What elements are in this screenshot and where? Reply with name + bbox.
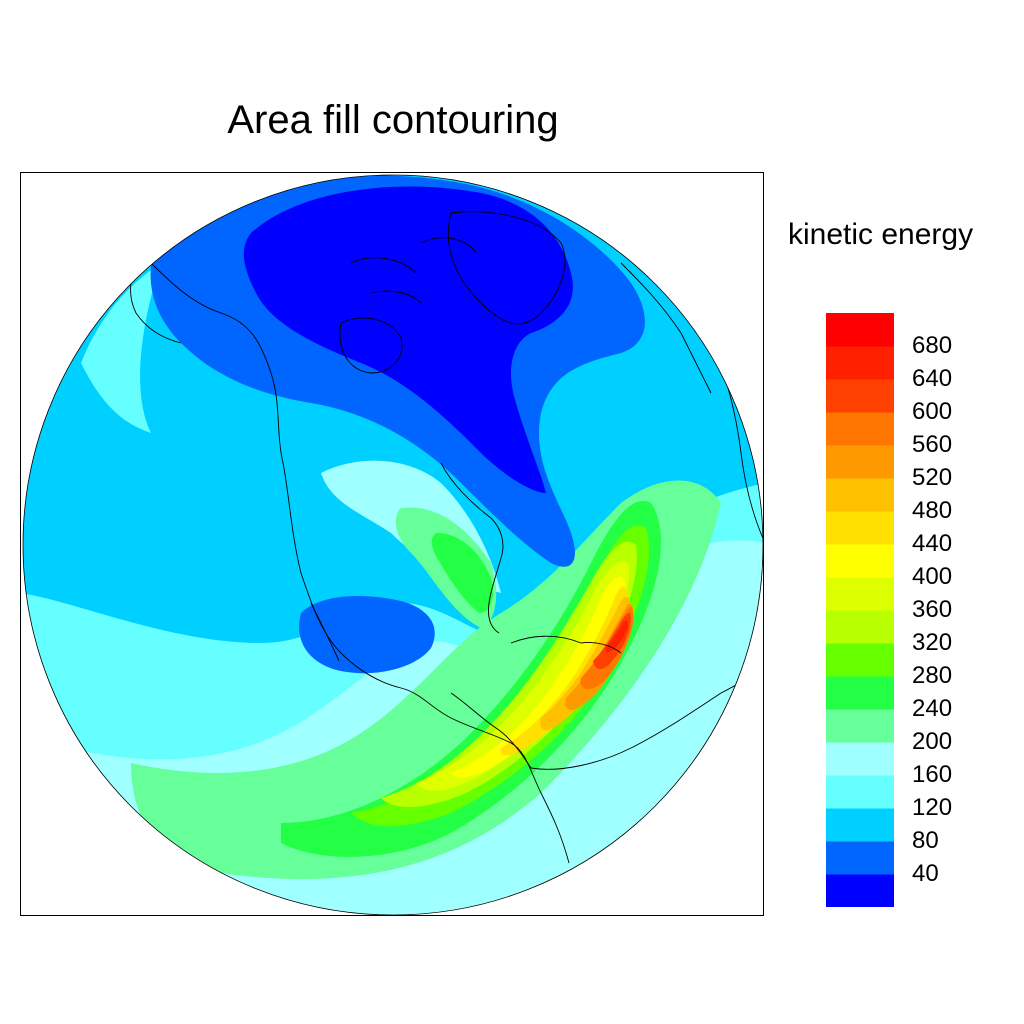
colorbar-swatch-2 bbox=[826, 808, 894, 842]
colorbar-tick-label: 560 bbox=[912, 431, 953, 458]
colorbar-tick-label: 80 bbox=[912, 827, 939, 854]
colorbar-swatch-10 bbox=[826, 544, 894, 578]
coastline-baja bbox=[310, 602, 340, 662]
colorbar-tick-label: 600 bbox=[912, 398, 953, 425]
colorbar-swatch-6 bbox=[826, 676, 894, 710]
colorbar-svg bbox=[826, 313, 894, 908]
colorbar-tick-label: 40 bbox=[912, 860, 939, 887]
contour-band-640 bbox=[605, 620, 628, 653]
contour-band-0 bbox=[243, 186, 573, 493]
colorbar-swatch-5 bbox=[826, 709, 894, 743]
contour-band-240-east-us bbox=[431, 533, 493, 613]
contour-band-440 bbox=[500, 586, 627, 756]
coastline-europe bbox=[620, 262, 712, 394]
colorbar-tick-label: 680 bbox=[912, 332, 953, 359]
legend-title: kinetic energy bbox=[788, 218, 974, 251]
colorbar-tick-label: 320 bbox=[912, 629, 953, 656]
colorbar-swatch-14 bbox=[826, 412, 894, 446]
contour-band-480 bbox=[540, 596, 631, 731]
colorbar-swatch-8 bbox=[826, 610, 894, 644]
coastline-greenland bbox=[447, 211, 566, 325]
coastline-east-us bbox=[440, 462, 504, 634]
colorbar-swatch-13 bbox=[826, 445, 894, 479]
contour-band-200 bbox=[131, 480, 721, 880]
colorbar-tick-label: 480 bbox=[912, 497, 953, 524]
colorbar-tick-label: 240 bbox=[912, 695, 953, 722]
colorbar-tick-label: 400 bbox=[912, 563, 953, 590]
contour-band-40-mexico bbox=[299, 596, 435, 674]
coastline-central-america bbox=[450, 692, 532, 769]
coastline-arctic-islands bbox=[350, 237, 477, 304]
colorbar-swatch-7 bbox=[826, 643, 894, 677]
coastline-cuba bbox=[510, 635, 582, 644]
contour-fill-layer bbox=[23, 175, 763, 915]
colorbar-swatch-1 bbox=[826, 841, 894, 875]
colorbar-swatch-4 bbox=[826, 742, 894, 776]
colorbar-tick-label: 440 bbox=[912, 530, 953, 557]
colorbar-tick-label: 280 bbox=[912, 662, 953, 689]
colorbar-tick-label: 120 bbox=[912, 794, 953, 821]
colorbar-swatch-9 bbox=[826, 577, 894, 611]
colorbar-swatch-0 bbox=[826, 874, 894, 908]
coastline-hispaniola bbox=[580, 642, 622, 654]
colorbar-tick-label: 520 bbox=[912, 464, 953, 491]
colorbar-swatch-17 bbox=[826, 313, 894, 347]
colorbar-swatch-3 bbox=[826, 775, 894, 809]
map-panel bbox=[20, 172, 764, 916]
plot-title: Area fill contouring bbox=[227, 98, 559, 142]
colorbar bbox=[826, 313, 894, 908]
colorbar-swatch-16 bbox=[826, 346, 894, 380]
colorbar-swatch-12 bbox=[826, 478, 894, 512]
map-svg bbox=[22, 174, 764, 916]
coastline-hudson-bay bbox=[339, 317, 403, 374]
colorbar-tick-label: 200 bbox=[912, 728, 953, 755]
contour-band-400 bbox=[451, 576, 626, 778]
colorbar-tick-label: 160 bbox=[912, 761, 953, 788]
colorbar-tick-label: 360 bbox=[912, 596, 953, 623]
colorbar-tick-label: 640 bbox=[912, 365, 953, 392]
colorbar-swatch-15 bbox=[826, 379, 894, 413]
globe-outline bbox=[22, 174, 764, 916]
contour-band-120-north bbox=[81, 263, 161, 433]
colorbar-swatch-11 bbox=[826, 511, 894, 545]
